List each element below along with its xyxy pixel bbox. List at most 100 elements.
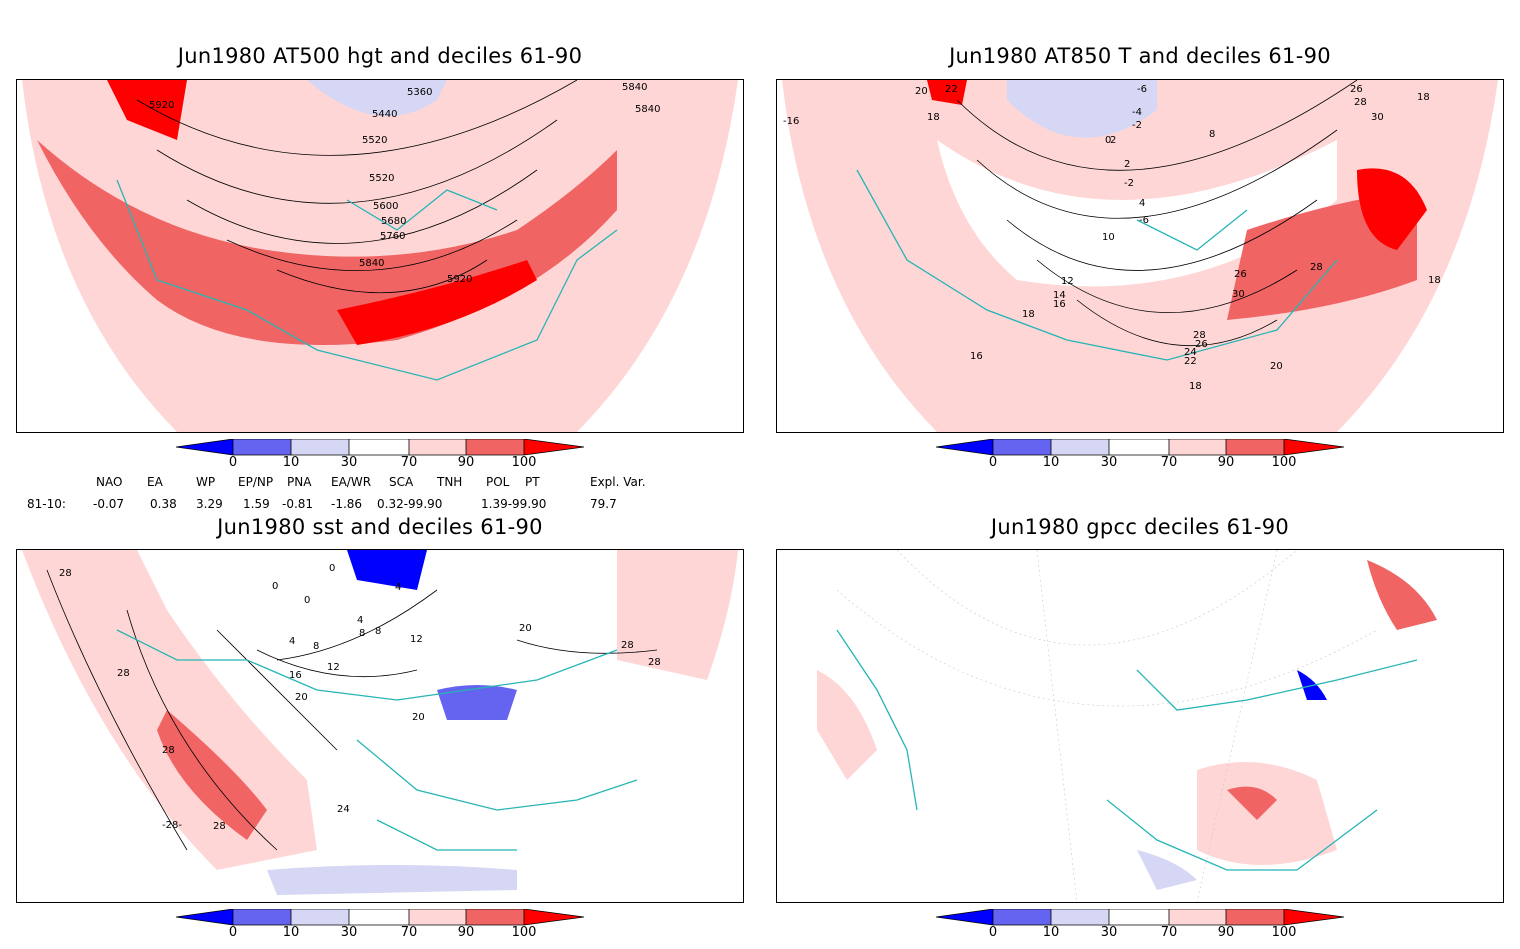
- contour-label: 18: [927, 112, 940, 123]
- colorbar-gpcc: 0 10 30 70 90 100: [936, 909, 1356, 949]
- contour-label: 28: [621, 640, 634, 651]
- colorbar-sst: 0 10 30 70 90 100: [176, 909, 596, 949]
- contour-label: 4: [289, 636, 295, 647]
- colorbar-tick-label: 100: [1271, 925, 1297, 940]
- coastlines: [836, 629, 1418, 871]
- contour-label: -6: [1139, 215, 1149, 226]
- index-header: NAO: [96, 475, 123, 489]
- below-normal-region: [437, 685, 517, 720]
- contour-label: 0: [304, 595, 310, 606]
- contour-label: -28-: [162, 820, 182, 831]
- contour-label: 22: [945, 84, 958, 95]
- index-header: Expl. Var.: [590, 475, 646, 489]
- contour-label: 5840: [359, 258, 384, 269]
- contour-label: 5360: [407, 87, 432, 98]
- contour-label: -2: [1132, 120, 1142, 131]
- colorbar-tick-label: 90: [457, 455, 475, 470]
- colorbar-segment: [409, 909, 466, 925]
- colorbar-segment: [233, 439, 291, 455]
- map-gpcc: [782, 550, 1498, 902]
- contour-label: 26: [1350, 84, 1363, 95]
- contour-label: -16: [783, 116, 799, 127]
- colorbar-tick-label: 70: [400, 925, 418, 940]
- contour-label: 5520: [362, 135, 387, 146]
- colorbar-tick-label: 0: [988, 455, 998, 470]
- contour-label: 26: [1234, 269, 1247, 280]
- contour-label: 5520: [369, 173, 394, 184]
- contour-label: 12: [327, 662, 340, 673]
- above-normal-region: [817, 670, 877, 780]
- contour-label: 30: [1232, 289, 1245, 300]
- colorbar-segment: [466, 439, 524, 455]
- top-decile-region: [337, 260, 537, 345]
- above-normal-region: [1227, 786, 1277, 820]
- contour-label: 20: [412, 712, 425, 723]
- contour-label: 18: [1428, 275, 1441, 286]
- colorbar-segment: [466, 909, 524, 925]
- index-value: 1.59: [243, 497, 270, 511]
- colorbar-segment: [1169, 909, 1226, 925]
- index-header: EA: [147, 475, 163, 489]
- index-header: TNH: [437, 475, 463, 489]
- colorbar-tick-label: 100: [1271, 455, 1297, 470]
- contour-label: 20: [519, 623, 532, 634]
- below-normal-region: [267, 865, 517, 895]
- index-value: 79.7: [590, 497, 617, 511]
- index-value: 1.39-99.90: [481, 497, 547, 511]
- contour-label: 28: [1310, 262, 1323, 273]
- contour-label: 28: [1354, 97, 1367, 108]
- colorbar-segment: [291, 439, 349, 455]
- near-normal-region: [937, 140, 1337, 287]
- contour-label: 20: [1270, 361, 1283, 372]
- index-value: -0.07: [93, 497, 125, 511]
- colorbar-tick-label: 10: [282, 925, 300, 940]
- top-decile-region: [927, 80, 967, 105]
- contour-label: 28: [162, 745, 175, 756]
- colorbar-tick-label: 30: [340, 925, 358, 940]
- colorbar-segment: [1226, 439, 1284, 455]
- index-row-label: 81-10:: [27, 497, 66, 511]
- contour-label: 14: [1053, 290, 1066, 301]
- colorbar-svg: [936, 439, 1345, 456]
- index-header: POL: [486, 475, 510, 489]
- colorbar-segment: [1109, 909, 1169, 925]
- index-header: PNA: [287, 475, 312, 489]
- contour-label: 22: [1184, 356, 1197, 367]
- colorbar-tick-label: 70: [1160, 455, 1178, 470]
- panel-title-hgt500: Jun1980 AT500 hgt and deciles 61-90: [177, 44, 583, 68]
- contour-label: -4: [1132, 107, 1142, 118]
- colorbar-hgt500: 0 10 30 70 90 100: [176, 439, 596, 479]
- index-header: PT: [525, 475, 540, 489]
- colorbar-tick-label: 30: [1100, 925, 1118, 940]
- coastlines: [116, 629, 638, 851]
- index-value: 0.32-99.90: [377, 497, 443, 511]
- index-value: 3.29: [196, 497, 223, 511]
- colorbar-tick-label: 0: [988, 925, 998, 940]
- contour-label: 24: [337, 804, 350, 815]
- colorbar-tick-label: 0: [228, 925, 238, 940]
- contour-label: 5840: [635, 104, 660, 115]
- colorbar-segment: [936, 439, 993, 455]
- contour-label: 10: [1102, 232, 1115, 243]
- colorbar-tick-label: 10: [1042, 925, 1060, 940]
- contour-label: 5920: [149, 100, 174, 111]
- contour-label: 2: [1124, 159, 1130, 170]
- above-normal-region: [617, 550, 738, 680]
- map-panel-t850: 20 22 -6 26 28 18 -16 18 -4 -2 0 2 2 -2 …: [776, 79, 1504, 433]
- contour-label: 5600: [373, 201, 398, 212]
- contour-label: 16: [289, 670, 302, 681]
- colorbar-segment: [233, 909, 291, 925]
- colorbar-segment: [993, 909, 1051, 925]
- map-panel-sst: 28 0 0 4 0 4 8 12 20 28 28 4 8 8 12 16 2…: [16, 549, 744, 903]
- index-value: -0.81: [282, 497, 314, 511]
- colorbar-segment: [1169, 439, 1226, 455]
- colorbar-segment: [176, 909, 233, 925]
- coastlines: [856, 169, 1338, 361]
- colorbar-svg: [176, 439, 585, 456]
- contour-label: 28: [117, 668, 130, 679]
- colorbar-segment: [936, 909, 993, 925]
- contour-label: 16: [1053, 299, 1066, 310]
- colorbar-tick-label: 90: [1217, 925, 1235, 940]
- colorbar-svg: [936, 909, 1345, 926]
- contour-label: 0: [272, 581, 278, 592]
